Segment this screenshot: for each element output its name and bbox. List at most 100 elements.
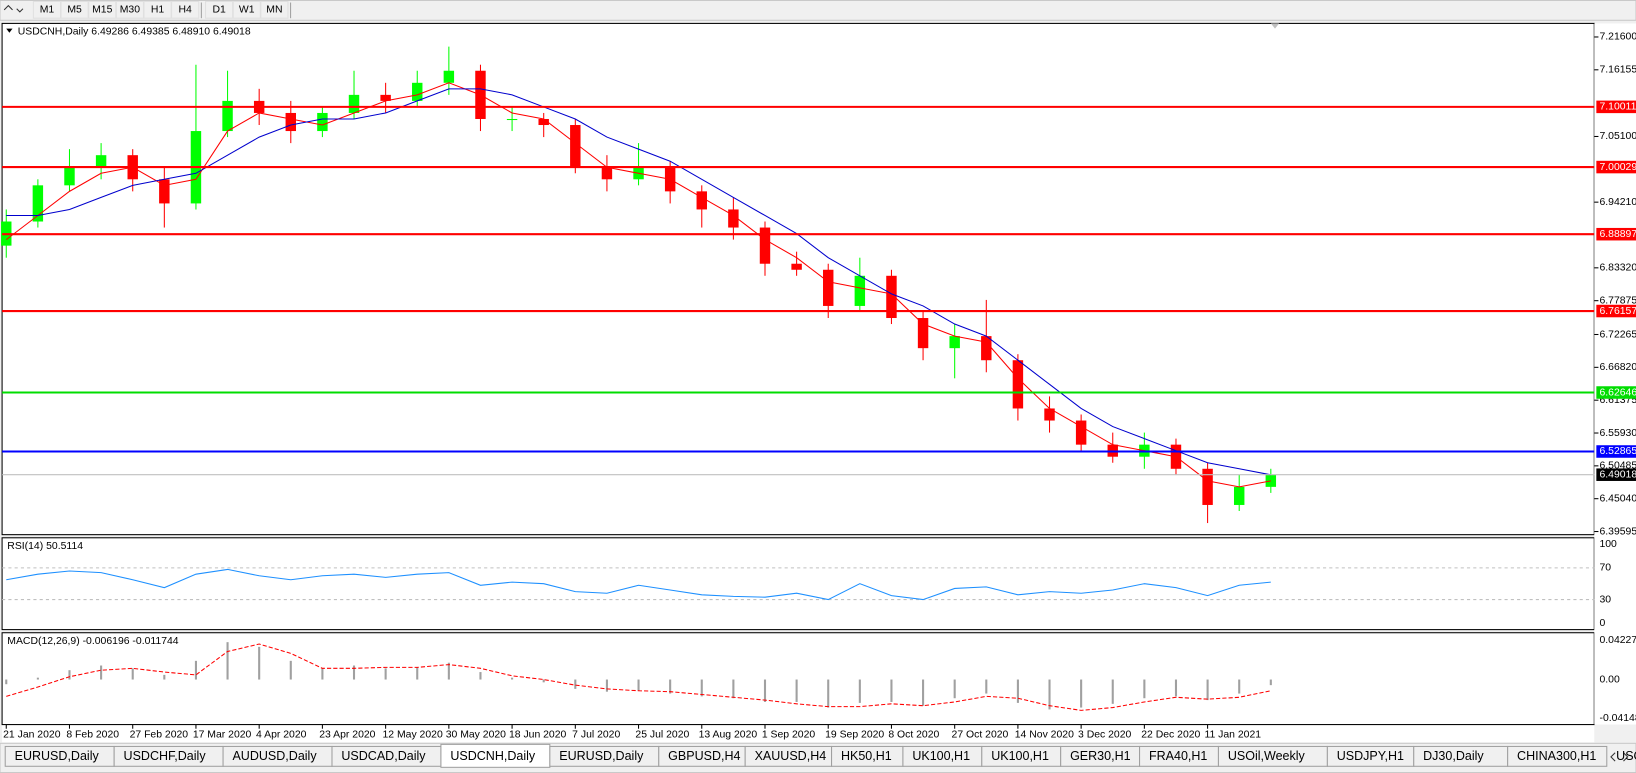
tab[interactable]: USDCNH,Daily xyxy=(440,743,551,768)
tab[interactable]: USOil, xyxy=(1616,749,1636,763)
tab-label[interactable]: UK100,H1 xyxy=(991,749,1049,763)
macd-bar xyxy=(384,668,387,680)
tab[interactable]: FRA40,H1 xyxy=(1139,745,1219,767)
macd-bar xyxy=(858,679,861,703)
timeframe-label[interactable]: H1 xyxy=(151,5,165,16)
macd-bar xyxy=(732,679,735,699)
tab[interactable]: XAUUSD,H4 xyxy=(744,745,833,767)
candle-body xyxy=(317,112,328,132)
candle-body xyxy=(949,336,960,349)
price-tag xyxy=(1596,160,1636,174)
price-tag-label: 6.76157 xyxy=(1599,306,1636,317)
tab-scroll[interactable] xyxy=(1610,752,1629,762)
y-tick-label: 7.16155 xyxy=(1599,65,1636,76)
tab-label[interactable]: GBPUSD,H4 xyxy=(668,749,740,763)
candle-body xyxy=(506,118,518,121)
tab[interactable]: USDJPY,H1 xyxy=(1326,745,1415,767)
candle-body xyxy=(222,100,233,132)
tab[interactable]: UK100,H1 xyxy=(902,745,983,767)
y-tick-label: 7.05100 xyxy=(1599,131,1636,142)
macd-bar xyxy=(163,674,166,680)
tab-label[interactable]: XAUUSD,H4 xyxy=(755,749,827,763)
tab[interactable]: CHINA300,H1 xyxy=(1507,745,1608,767)
timeframe-label[interactable]: MN xyxy=(266,5,282,16)
tab[interactable]: GER30,H1 xyxy=(1060,745,1141,767)
y-tick-label: -0.04148 xyxy=(1599,713,1636,724)
timeframe-label[interactable]: M30 xyxy=(120,5,140,16)
y-tick-label: 0.042275 xyxy=(1599,635,1636,646)
timeframe-label[interactable]: M5 xyxy=(67,5,82,16)
y-tick-label: 0 xyxy=(1599,618,1605,629)
x-tick-label: 27 Feb 2020 xyxy=(130,730,189,741)
x-tick-label: 22 Dec 2020 xyxy=(1141,730,1200,741)
candle-body xyxy=(854,275,866,306)
candle-body xyxy=(1044,408,1055,421)
tab[interactable]: USDCHF,Daily xyxy=(113,745,224,767)
tab[interactable]: HK50,H1 xyxy=(831,745,904,767)
shift-marker xyxy=(1270,23,1280,29)
candle-body xyxy=(917,318,929,349)
timeframe-label[interactable]: W1 xyxy=(239,5,255,16)
macd-bar xyxy=(827,679,830,708)
tab[interactable]: UK100,H1 xyxy=(981,745,1062,767)
macd-bar xyxy=(194,660,197,680)
candle-body xyxy=(886,275,897,319)
tab[interactable]: USDCAD,Daily xyxy=(331,745,442,767)
toolbar-icon[interactable] xyxy=(3,4,24,13)
x-tick-label: 25 Jul 2020 xyxy=(635,730,689,741)
menu-triangle[interactable] xyxy=(6,28,13,33)
tab-label[interactable]: EURUSD,Daily xyxy=(15,749,100,763)
tab[interactable]: EURUSD,Daily xyxy=(4,745,115,767)
timeframe-button[interactable] xyxy=(260,0,289,19)
y-tick-label: 6.77875 xyxy=(1599,295,1636,306)
tab[interactable]: AUDUSD,Daily xyxy=(222,745,333,767)
y-tick-label: 6.61375 xyxy=(1599,395,1636,406)
tab-frame[interactable] xyxy=(1507,745,1608,767)
price-tag xyxy=(1596,227,1636,241)
macd-bar xyxy=(574,679,577,689)
y-tick-label: 6.66820 xyxy=(1599,362,1636,373)
macd-bar xyxy=(1080,679,1083,708)
candle-body xyxy=(95,155,107,168)
tab-label[interactable]: USDCAD,Daily xyxy=(341,749,426,763)
price-tag-label: 7.00029 xyxy=(1599,162,1636,173)
timeframe-label[interactable]: M1 xyxy=(40,5,55,16)
macd-bar xyxy=(605,679,608,692)
tab-label[interactable]: DJ30,Daily xyxy=(1423,749,1484,763)
timeframe-button[interactable] xyxy=(171,0,200,19)
x-tick-label: 3 Dec 2020 xyxy=(1078,730,1132,741)
tab-label[interactable]: CHINA300,H1 xyxy=(1517,749,1596,763)
price-tag xyxy=(1596,445,1636,458)
y-tick-label: 7.21600 xyxy=(1599,32,1636,43)
macd-bar xyxy=(5,679,8,685)
x-tick-label: 14 Nov 2020 xyxy=(1015,730,1074,741)
tab-label[interactable]: USDCHF,Daily xyxy=(124,749,207,763)
tab[interactable]: GBPUSD,H4 xyxy=(658,745,746,767)
timeframe-label[interactable]: H4 xyxy=(179,5,193,16)
tab-label[interactable]: UK100,H1 xyxy=(912,749,970,763)
tab-label[interactable]: USOil,Weekly xyxy=(1228,749,1306,763)
macd-bar xyxy=(953,679,956,699)
candle-body xyxy=(285,112,297,132)
tab-label[interactable]: FRA40,H1 xyxy=(1149,749,1207,763)
tab-label[interactable]: EURUSD,Daily xyxy=(559,749,644,763)
timeframe-label[interactable]: M15 xyxy=(92,5,112,16)
macd-bar xyxy=(352,665,356,680)
tab-label[interactable]: GER30,H1 xyxy=(1070,749,1131,763)
tab-label[interactable]: USDCNH,Daily xyxy=(450,749,536,763)
macd-bar xyxy=(447,662,450,680)
candle-body xyxy=(1233,486,1245,505)
candle-body xyxy=(538,118,549,126)
tab[interactable]: USOil,Weekly xyxy=(1217,745,1328,767)
tab-label[interactable]: USDJPY,H1 xyxy=(1337,749,1404,763)
tab[interactable]: DJ30,Daily xyxy=(1413,745,1509,767)
macd-bar xyxy=(416,667,419,680)
tab-label[interactable]: AUDUSD,Daily xyxy=(232,749,317,763)
tab-label[interactable]: HK50,H1 xyxy=(841,749,892,763)
candle-body xyxy=(759,227,771,264)
candle-body xyxy=(1012,360,1024,409)
timeframe-label[interactable]: D1 xyxy=(212,5,226,16)
tab-label[interactable]: USOil, xyxy=(1616,749,1636,763)
tab[interactable]: EURUSD,Daily xyxy=(549,745,660,767)
